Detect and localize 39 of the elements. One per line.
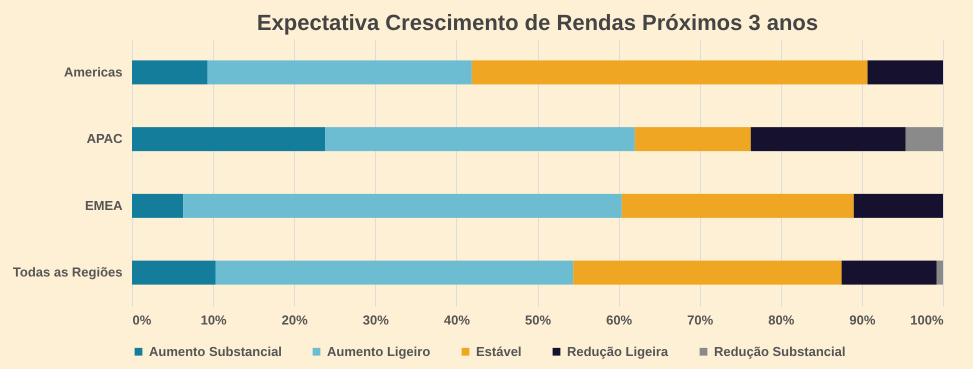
x-tick-label: 0%	[132, 312, 152, 328]
x-tick-label: 100%	[910, 312, 944, 328]
bar	[472, 60, 868, 84]
bar	[325, 127, 635, 152]
bar	[936, 260, 943, 285]
x-tick-label: 70%	[687, 312, 714, 328]
x-tick-label: 30%	[362, 312, 390, 328]
chart-title: Expectativa Crescimento de Rendas Próximos 3 anos	[256, 10, 818, 35]
legend-label: Redução Ligeira	[567, 344, 669, 359]
bar	[132, 127, 326, 152]
x-tick-label: 60%	[606, 312, 633, 328]
bar	[183, 194, 622, 218]
bar	[842, 260, 937, 285]
bar	[750, 127, 906, 152]
bar	[216, 260, 574, 285]
y-tick-label: Todas as Regiões	[12, 264, 122, 280]
bar	[132, 60, 208, 84]
x-tick-label: 40%	[444, 312, 470, 328]
bar	[573, 260, 842, 285]
y-tick-label: APAC	[86, 131, 124, 146]
bar	[132, 260, 216, 285]
bar	[622, 194, 854, 218]
x-tick-label: 20%	[282, 312, 308, 328]
bar	[868, 60, 943, 84]
bar	[906, 127, 943, 152]
x-tick-label: 80%	[768, 312, 795, 328]
legend-label: Aumento Substancial	[149, 344, 282, 359]
legend-label: Estável	[476, 344, 522, 359]
bar	[207, 60, 472, 84]
x-tick-label: 50%	[524, 312, 552, 328]
x-tick-label: 90%	[849, 312, 876, 328]
y-tick-label: Americas	[64, 64, 122, 80]
bar	[634, 127, 751, 152]
bar	[132, 194, 184, 218]
y-tick-label: EMEA	[84, 198, 124, 213]
legend-label: Aumento Ligeiro	[327, 344, 430, 359]
x-tick-label: 10%	[200, 312, 228, 328]
bar	[854, 194, 943, 218]
legend-label: Redução Substancial	[714, 344, 846, 359]
